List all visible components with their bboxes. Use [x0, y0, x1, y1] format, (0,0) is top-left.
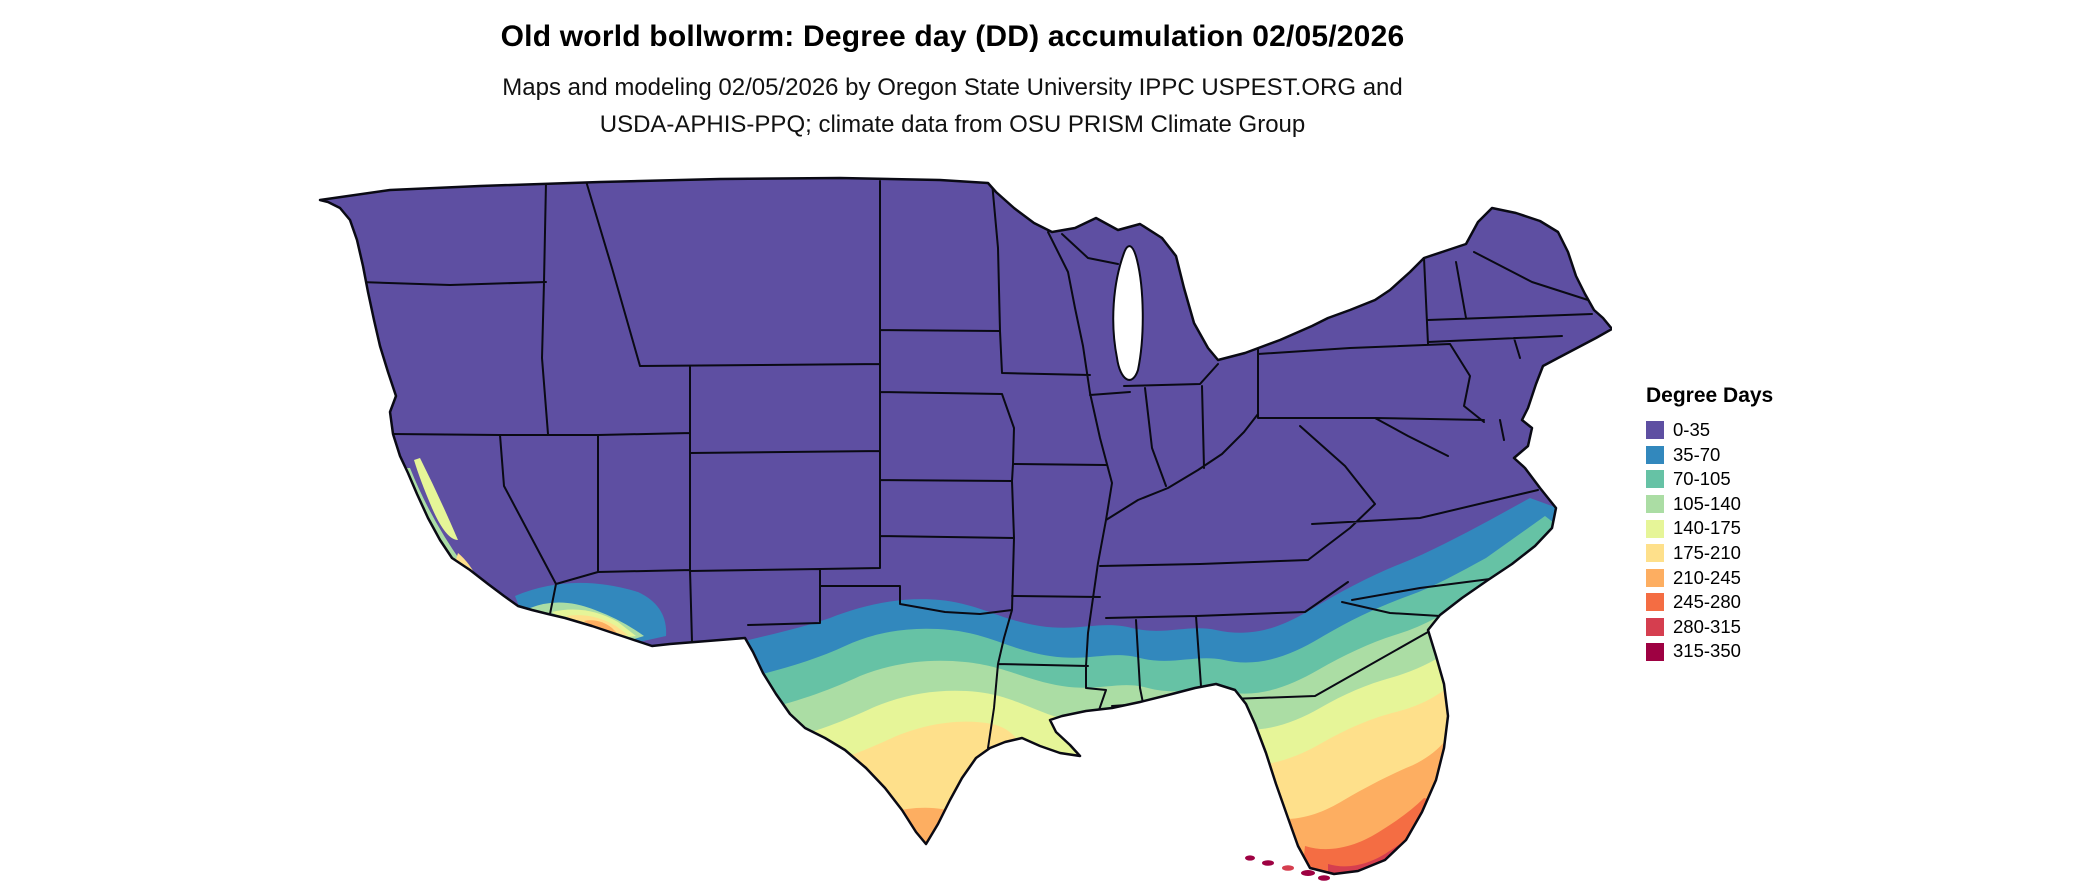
legend-label: 105-140 [1673, 492, 1741, 514]
legend-item: 175-210 [1646, 541, 1773, 566]
legend-item: 245-280 [1646, 590, 1773, 615]
subtitle-line-1: Maps and modeling 02/05/2026 by Oregon S… [502, 74, 1403, 101]
legend-label: 35-70 [1673, 443, 1721, 465]
page-title: Old world bollworm: Degree day (DD) accu… [500, 20, 1405, 53]
legend-swatch [1646, 642, 1664, 661]
legend-swatch [1646, 495, 1664, 514]
florida-keys [1245, 855, 1330, 881]
legend-label: 140-175 [1673, 517, 1741, 539]
degree-day-raster [320, 178, 1612, 874]
legend-swatch [1646, 519, 1664, 538]
legend-item: 35-70 [1646, 443, 1773, 468]
legend-swatch [1646, 470, 1664, 489]
legend-item: 70-105 [1646, 467, 1773, 492]
legend-swatch [1646, 618, 1664, 637]
legend-label: 70-105 [1673, 468, 1731, 490]
legend-title: Degree Days [1646, 384, 1774, 407]
legend-swatch [1646, 421, 1664, 440]
legend-item: 140-175 [1646, 516, 1773, 541]
lake-michigan [1112, 245, 1144, 381]
map-svg [318, 176, 1614, 881]
legend-swatch [1646, 593, 1664, 612]
legend-swatch [1646, 568, 1664, 587]
degree-band-ca-valley [414, 458, 458, 540]
legend-item: 280-315 [1646, 615, 1773, 640]
legend-label: 0-35 [1673, 419, 1711, 441]
legend-label: 315-350 [1673, 640, 1741, 662]
legend-swatch [1646, 445, 1664, 464]
header: Old world bollworm: Degree day (DD) accu… [0, 20, 1905, 148]
legend-item: 315-350 [1646, 639, 1773, 664]
us-degree-day-map [300, 168, 1614, 892]
legend-rows: 0-35 35-70 70-105 105-140 140-175 175-210 210-… [1646, 418, 1773, 664]
legend-label: 280-315 [1673, 615, 1741, 637]
state-borders [359, 180, 1593, 749]
legend-item: 0-35 [1646, 418, 1773, 443]
subtitle-line-2: USDA-APHIS-PPQ; climate data from OSU PR… [599, 111, 1306, 138]
legend-label: 210-245 [1673, 566, 1741, 588]
legend-label: 245-280 [1673, 591, 1741, 613]
degree-days-legend: Degree Days 0-35 35-70 70-105 105-140 140-17… [1646, 384, 1773, 664]
us-outline [318, 176, 1614, 876]
legend-item: 105-140 [1646, 492, 1773, 517]
legend-swatch [1646, 544, 1664, 563]
degree-band-az-orange [584, 620, 617, 633]
legend-label: 175-210 [1673, 542, 1741, 564]
legend-item: 210-245 [1646, 566, 1773, 591]
